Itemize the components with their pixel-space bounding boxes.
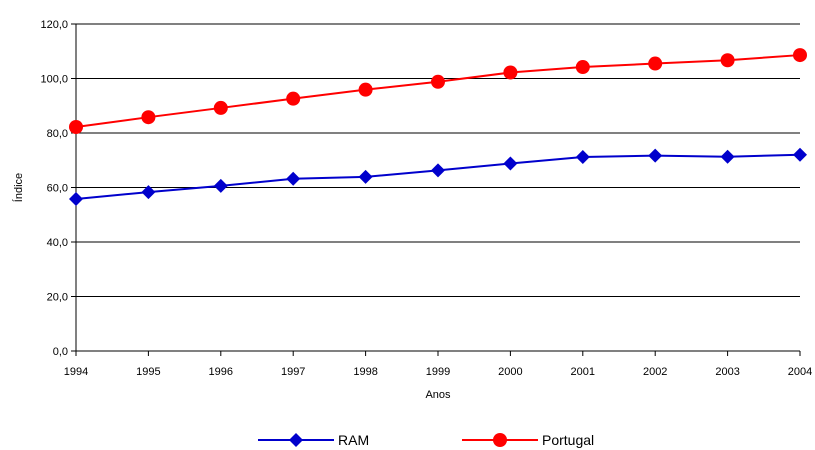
- y-tick-label: 120,0: [40, 19, 68, 31]
- series-portugal: [69, 48, 807, 135]
- x-tick-label: 1995: [136, 366, 160, 378]
- gridlines: [71, 23, 800, 352]
- data-point-portugal: [141, 110, 156, 125]
- y-tick-label: 40,0: [47, 237, 68, 249]
- data-point-ram: [286, 171, 301, 186]
- data-point-ram: [575, 149, 590, 164]
- y-tick-label: 80,0: [47, 128, 68, 140]
- x-tick-label: 1996: [209, 366, 233, 378]
- data-point-ram: [503, 156, 518, 171]
- data-point-ram: [358, 169, 373, 184]
- data-point-ram: [431, 163, 445, 178]
- data-point-portugal: [575, 60, 590, 75]
- series-group: [69, 48, 807, 206]
- legend-marker: [289, 433, 303, 447]
- data-point-portugal: [720, 53, 735, 68]
- x-tick-label: 1999: [426, 366, 450, 378]
- y-tick-labels: 0,0 20,0 40,0 60,0 80,0 100,0 120,0: [40, 19, 68, 358]
- data-point-ram: [69, 191, 83, 206]
- x-tick-label: 2004: [788, 366, 812, 378]
- data-point-portugal: [793, 48, 807, 63]
- data-point-portugal: [69, 120, 83, 135]
- data-point-portugal: [286, 91, 301, 106]
- y-tick-label: 0,0: [53, 346, 68, 358]
- x-tick-label: 1997: [281, 366, 305, 378]
- data-point-ram: [648, 148, 663, 163]
- series-ram: [69, 147, 807, 206]
- x-tick-label: 1994: [64, 366, 88, 378]
- y-tick-label: 100,0: [40, 74, 68, 86]
- data-point-portugal: [358, 82, 373, 97]
- data-point-ram: [720, 149, 735, 164]
- legend-label: Portugal: [542, 432, 594, 448]
- legend-item-portugal: Portugal: [462, 432, 594, 448]
- data-point-ram: [213, 178, 228, 193]
- x-tick-label: 2000: [498, 366, 522, 378]
- series-line-portugal: [75, 54, 801, 128]
- x-tick-labels: 1994 1995 1996 1997 1998 1999 2000 2001 2002 2003…: [64, 351, 812, 378]
- data-point-portugal: [503, 65, 518, 80]
- legend-marker: [493, 433, 507, 447]
- y-tick-label: 20,0: [47, 292, 68, 304]
- x-tick-label: 2003: [715, 366, 739, 378]
- data-point-portugal: [213, 100, 228, 115]
- x-tick-label: 2001: [571, 366, 595, 378]
- y-tick-label: 60,0: [47, 183, 68, 195]
- legend: RAM Portugal: [258, 432, 594, 448]
- x-tick-label: 1998: [353, 366, 377, 378]
- x-tick-label: 2002: [643, 366, 667, 378]
- legend-item-ram: RAM: [258, 432, 369, 448]
- x-axis-title: Anos: [425, 389, 451, 401]
- y-axis-title: Índice: [12, 173, 25, 202]
- legend-label: RAM: [338, 432, 369, 448]
- data-point-ram: [141, 185, 156, 200]
- data-point-portugal: [648, 56, 663, 71]
- data-point-portugal: [431, 74, 445, 89]
- data-point-ram: [793, 147, 807, 162]
